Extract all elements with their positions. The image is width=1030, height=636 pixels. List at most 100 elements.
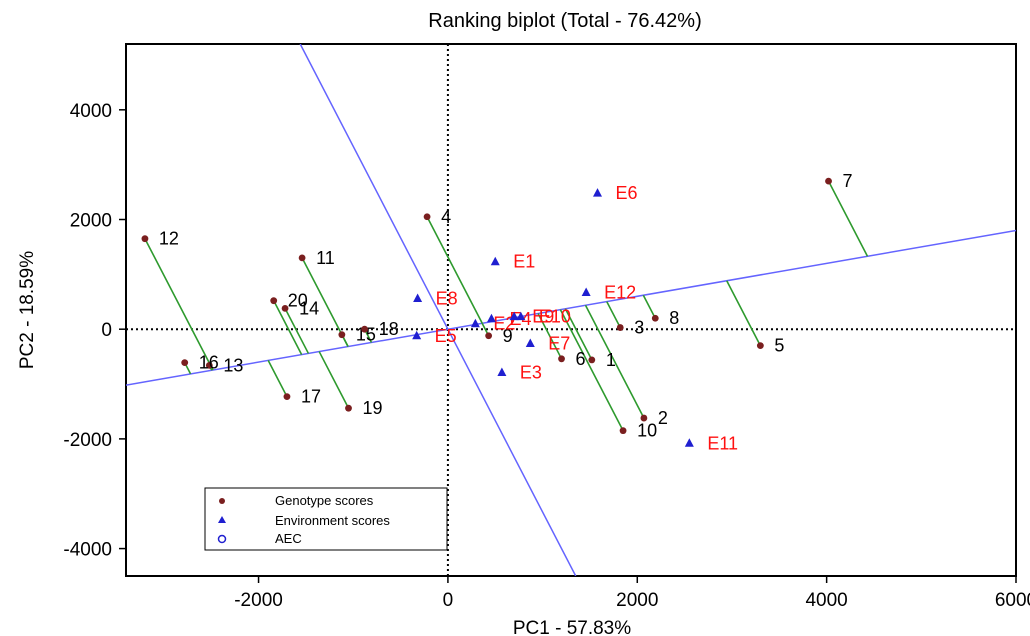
legend-aec-marker bbox=[217, 534, 227, 544]
environment-label-E8: E8 bbox=[436, 288, 458, 308]
environment-point-E3 bbox=[497, 367, 507, 377]
genotype-label-20: 20 bbox=[288, 291, 308, 311]
plot-frame bbox=[125, 43, 1017, 577]
legend-box bbox=[204, 487, 448, 551]
projection-line-10 bbox=[559, 309, 624, 432]
genotype-point-9 bbox=[485, 332, 493, 340]
environment-point-E9 bbox=[509, 311, 519, 321]
genotype-point-19 bbox=[345, 404, 352, 412]
environment-label-E9: E9 bbox=[532, 307, 554, 327]
genotype-point-17 bbox=[283, 393, 291, 401]
x-tick-label-0: 0 bbox=[443, 590, 454, 611]
genotype-point-15 bbox=[338, 331, 346, 339]
genotype-label-16: 16 bbox=[199, 353, 219, 373]
projection-line-8 bbox=[642, 294, 656, 319]
projection-line-1 bbox=[564, 308, 593, 361]
legend-aec-label: AEC bbox=[275, 531, 302, 546]
projection-line-2 bbox=[584, 304, 645, 419]
environment-point-E11 bbox=[684, 438, 694, 447]
genotype-point-4 bbox=[423, 213, 431, 221]
environment-point-E1 bbox=[490, 256, 500, 266]
genotype-label-12: 12 bbox=[159, 229, 179, 249]
projection-line-4 bbox=[426, 216, 483, 324]
genotype-label-5: 5 bbox=[774, 336, 784, 356]
projection-line-5 bbox=[726, 280, 762, 347]
genotype-label-19: 19 bbox=[363, 398, 383, 418]
genotype-label-4: 4 bbox=[441, 207, 451, 227]
y-tick-label-2000: 2000 bbox=[70, 211, 112, 232]
environment-label-E2: E2 bbox=[493, 314, 515, 334]
legend-environment-label: Environment scores bbox=[275, 513, 390, 528]
genotype-label-7: 7 bbox=[843, 171, 853, 191]
projection-line-7 bbox=[827, 180, 869, 257]
genotype-label-2: 2 bbox=[658, 408, 668, 428]
x-axis-label: PC1 - 57.83% bbox=[513, 618, 631, 636]
genotype-label-15: 15 bbox=[356, 325, 376, 345]
projection-line-12 bbox=[144, 238, 214, 371]
chart-title: Ranking biplot (Total - 76.42%) bbox=[428, 10, 701, 32]
genotype-point-11 bbox=[298, 254, 306, 262]
projection-line-6 bbox=[537, 313, 563, 360]
legend-genotype-marker bbox=[219, 498, 225, 504]
genotype-point-8 bbox=[651, 314, 659, 322]
legend: Genotype scores Environment scores AEC bbox=[204, 487, 448, 551]
genotype-point-14 bbox=[281, 304, 289, 312]
x-tick-label--2000: -2000 bbox=[234, 590, 283, 611]
environment-label-E10: E10 bbox=[539, 307, 571, 327]
y-tick-label-4000: 4000 bbox=[70, 101, 112, 122]
environment-point-E7 bbox=[525, 338, 535, 347]
environment-label-E6: E6 bbox=[616, 183, 638, 203]
x-tick-label-6000: 6000 bbox=[995, 590, 1030, 611]
genotype-label-1: 1 bbox=[606, 350, 616, 370]
y-tick-label-0: 0 bbox=[101, 320, 112, 341]
environment-point-E10 bbox=[516, 311, 526, 321]
projection-line-3 bbox=[606, 301, 621, 328]
genotype-label-18: 18 bbox=[379, 319, 399, 339]
y-tick-label--2000: -2000 bbox=[63, 430, 112, 451]
legend-genotype-label: Genotype scores bbox=[275, 493, 374, 508]
environment-label-E3: E3 bbox=[520, 363, 542, 383]
genotype-point-16 bbox=[181, 359, 189, 367]
genotype-point-12 bbox=[141, 235, 149, 243]
aec-line bbox=[126, 229, 1016, 386]
genotype-label-6: 6 bbox=[576, 349, 586, 369]
environment-label-E7: E7 bbox=[548, 333, 570, 353]
projection-line-19 bbox=[318, 351, 350, 409]
genotype-label-8: 8 bbox=[669, 308, 679, 328]
projection-line-20 bbox=[272, 300, 303, 355]
projection-line-17 bbox=[267, 360, 288, 398]
plot-area: 1234567891011121314151617181920E1E2E3E4E… bbox=[126, 44, 1016, 576]
environment-point-E5 bbox=[412, 330, 422, 340]
y-tick-label--4000: -4000 bbox=[63, 540, 112, 561]
environment-label-E5: E5 bbox=[435, 326, 457, 346]
genotype-label-14: 14 bbox=[299, 298, 319, 318]
environment-point-E6 bbox=[593, 188, 603, 197]
aec-ordinate-line bbox=[299, 44, 577, 576]
environment-label-E11: E11 bbox=[707, 433, 738, 453]
genotype-label-13: 13 bbox=[223, 355, 243, 375]
environment-point-E12 bbox=[581, 287, 591, 296]
genotype-point-3 bbox=[616, 324, 624, 331]
genotype-point-7 bbox=[825, 177, 832, 185]
genotype-label-17: 17 bbox=[301, 387, 321, 407]
legend-environment-marker bbox=[218, 516, 226, 523]
genotype-point-10 bbox=[619, 427, 627, 435]
genotype-point-20 bbox=[270, 297, 278, 305]
genotype-point-1 bbox=[588, 356, 596, 364]
x-tick-label-2000: 2000 bbox=[616, 590, 658, 611]
environment-point-E8 bbox=[413, 293, 423, 302]
y-axis-label: PC2 - 18.59% bbox=[17, 251, 38, 369]
genotype-point-13 bbox=[205, 361, 213, 369]
genotype-point-18 bbox=[361, 325, 368, 333]
environment-label-E1: E1 bbox=[513, 252, 535, 272]
genotype-label-9: 9 bbox=[503, 326, 513, 346]
x-tick-label-4000: 4000 bbox=[805, 590, 847, 611]
environment-point-E4 bbox=[486, 313, 496, 323]
axes: -2000 0 2000 4000 6000 -4000 -2000 0 2000 4000 bbox=[63, 101, 1030, 611]
genotype-point-5 bbox=[756, 342, 764, 350]
environment-point-E2 bbox=[470, 318, 480, 328]
genotype-point-6 bbox=[558, 355, 565, 363]
genotype-label-3: 3 bbox=[634, 318, 644, 338]
projection-line-14 bbox=[284, 307, 310, 354]
